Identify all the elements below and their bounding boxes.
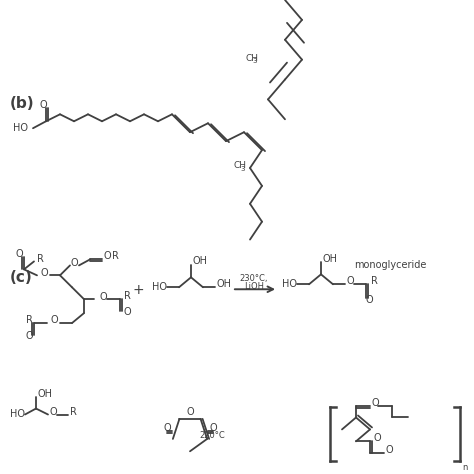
Text: O: O: [71, 258, 79, 268]
Text: HO: HO: [282, 279, 297, 289]
Text: O: O: [210, 423, 218, 433]
Text: (b): (b): [10, 96, 35, 111]
Text: 3: 3: [241, 166, 245, 172]
Text: OH: OH: [217, 279, 232, 289]
Text: HO: HO: [10, 409, 25, 419]
Text: O: O: [164, 423, 172, 433]
Text: HO: HO: [13, 123, 28, 133]
Text: +: +: [132, 283, 144, 297]
Text: O: O: [40, 268, 48, 278]
Text: R: R: [26, 315, 32, 325]
Text: 230°C,: 230°C,: [240, 274, 268, 283]
Text: O: O: [50, 315, 58, 325]
Text: O: O: [386, 445, 393, 456]
Text: OH: OH: [193, 256, 208, 266]
Text: LiOH: LiOH: [244, 282, 264, 291]
Text: R: R: [112, 251, 119, 262]
Text: R: R: [70, 407, 77, 417]
Text: CH: CH: [234, 162, 247, 171]
Text: O: O: [186, 407, 194, 417]
Text: R: R: [37, 255, 44, 264]
Text: 220°C: 220°C: [199, 431, 225, 440]
Text: O: O: [372, 398, 380, 408]
Text: O: O: [104, 251, 111, 262]
Text: HO: HO: [152, 283, 167, 292]
Text: 3: 3: [253, 58, 257, 64]
Text: O: O: [374, 433, 382, 443]
Text: OH: OH: [323, 255, 338, 264]
Text: O: O: [100, 292, 108, 302]
Text: O: O: [365, 295, 373, 305]
Text: O: O: [347, 276, 355, 286]
Text: OH: OH: [38, 389, 53, 399]
Text: (c): (c): [10, 270, 33, 285]
Text: R: R: [371, 276, 378, 286]
Text: CH: CH: [246, 54, 259, 63]
Text: O: O: [15, 249, 23, 259]
Text: O: O: [25, 331, 33, 341]
Text: R: R: [124, 291, 131, 301]
Text: n: n: [462, 463, 467, 472]
Text: O: O: [50, 407, 58, 417]
Text: O: O: [124, 307, 132, 317]
Text: monoglyceride: monoglyceride: [354, 260, 426, 270]
Text: O: O: [39, 100, 47, 110]
